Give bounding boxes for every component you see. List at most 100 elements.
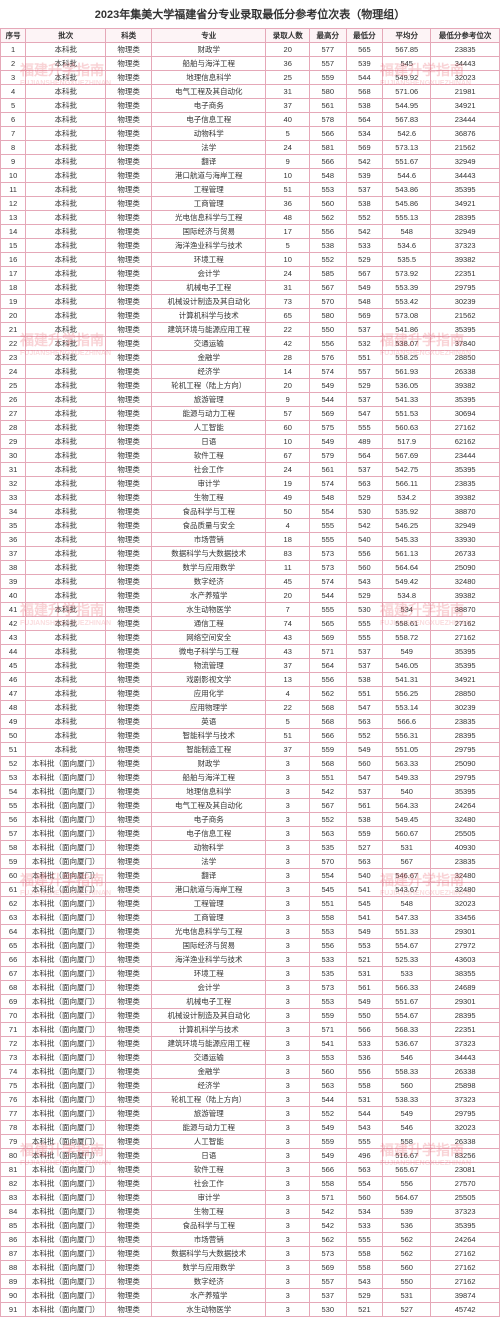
admission-table: 序号批次科类专业录取人数最高分最低分平均分最低分参考位次 1本科批物理类财政学2… (0, 28, 500, 1317)
cell: 23444 (431, 113, 500, 127)
cell: 36 (1, 533, 26, 547)
cell: 37 (266, 659, 309, 673)
cell: 22351 (431, 267, 500, 281)
cell: 会计学 (152, 267, 266, 281)
cell: 556 (309, 939, 346, 953)
cell: 水产养殖学 (152, 589, 266, 603)
table-header-row: 序号批次科类专业录取人数最高分最低分平均分最低分参考位次 (1, 29, 500, 43)
cell: 本科批 (26, 183, 106, 197)
cell: 本科批（面向厦门） (26, 1051, 106, 1065)
cell: 35395 (431, 1219, 500, 1233)
cell: 3 (266, 911, 309, 925)
cell: 546.05 (383, 659, 431, 673)
cell: 社会工作 (152, 1177, 266, 1191)
cell: 旅游管理 (152, 393, 266, 407)
cell: 3 (266, 1205, 309, 1219)
cell: 19 (1, 295, 26, 309)
cell: 物理类 (106, 253, 152, 267)
cell: 556 (346, 547, 383, 561)
cell: 物理类 (106, 561, 152, 575)
table-row: 66本科批（面向厦门）物理类海洋渔业科学与技术3533521525.334360… (1, 953, 500, 967)
cell: 549.92 (383, 71, 431, 85)
table-row: 75本科批（面向厦门）物理类经济学356355856025898 (1, 1079, 500, 1093)
cell: 物理类 (106, 575, 152, 589)
cell: 544 (309, 393, 346, 407)
cell: 580 (309, 309, 346, 323)
cell: 28850 (431, 351, 500, 365)
cell: 9 (1, 155, 26, 169)
table-row: 46本科批物理类戏剧影视文学13556538541.3134921 (1, 673, 500, 687)
cell: 财政学 (152, 757, 266, 771)
cell: 87 (1, 1247, 26, 1261)
cell: 530 (309, 1303, 346, 1317)
cell: 548 (383, 897, 431, 911)
cell: 微电子科学与工程 (152, 645, 266, 659)
cell: 36 (266, 197, 309, 211)
cell: 物理类 (106, 1219, 152, 1233)
cell: 556 (309, 225, 346, 239)
cell: 海洋渔业科学与技术 (152, 953, 266, 967)
cell: 64 (1, 925, 26, 939)
cell: 本科批 (26, 421, 106, 435)
cell: 28 (1, 421, 26, 435)
cell: 5 (266, 715, 309, 729)
cell: 567.69 (383, 449, 431, 463)
cell: 51 (1, 743, 26, 757)
cell: 水产养殖学 (152, 1289, 266, 1303)
cell: 56 (1, 813, 26, 827)
cell: 本科批 (26, 197, 106, 211)
page-title: 2023年集美大学福建省分专业录取最低分参考位次表（物理组） (0, 0, 500, 28)
cell: 564.67 (383, 1191, 431, 1205)
table-row: 20本科批物理类计算机科学与技术65580569573.0821562 (1, 309, 500, 323)
cell: 22 (266, 323, 309, 337)
cell: 本科批（面向厦门） (26, 1275, 106, 1289)
cell: 21981 (431, 85, 500, 99)
cell: 34921 (431, 673, 500, 687)
cell: 本科批（面向厦门） (26, 1261, 106, 1275)
cell: 水生动物医学 (152, 603, 266, 617)
cell: 24689 (431, 981, 500, 995)
cell: 536 (383, 1219, 431, 1233)
cell: 3 (266, 1065, 309, 1079)
cell: 563 (309, 1079, 346, 1093)
cell: 35395 (431, 323, 500, 337)
cell: 物理类 (106, 127, 152, 141)
cell: 559 (309, 743, 346, 757)
cell: 40 (1, 589, 26, 603)
cell: 物理类 (106, 939, 152, 953)
cell: 物理类 (106, 1079, 152, 1093)
cell: 物理类 (106, 1093, 152, 1107)
cell: 542.6 (383, 127, 431, 141)
cell: 本科批（面向厦门） (26, 1023, 106, 1037)
cell: 食品科学与工程 (152, 1219, 266, 1233)
cell: 521 (346, 1303, 383, 1317)
cell: 3 (266, 813, 309, 827)
cell: 20 (266, 379, 309, 393)
cell: 571 (309, 1191, 346, 1205)
table-row: 41本科批物理类水生动物医学755553053438870 (1, 603, 500, 617)
cell: 物理类 (106, 463, 152, 477)
cell: 556.31 (383, 729, 431, 743)
cell: 25 (1, 379, 26, 393)
table-row: 74本科批（面向厦门）物理类金融学3560556558.3326338 (1, 1065, 500, 1079)
cell: 549 (346, 743, 383, 757)
cell: 本科批（面向厦门） (26, 911, 106, 925)
cell: 52 (1, 757, 26, 771)
cell: 554.67 (383, 1009, 431, 1023)
cell: 542.75 (383, 463, 431, 477)
cell: 物理类 (106, 449, 152, 463)
cell: 534.2 (383, 491, 431, 505)
cell: 3 (266, 1233, 309, 1247)
table-row: 87本科批（面向厦门）物理类数据科学与大数据技术357355856227162 (1, 1247, 500, 1261)
cell: 63 (1, 911, 26, 925)
cell: 旅游管理 (152, 1107, 266, 1121)
cell: 549 (383, 1107, 431, 1121)
table-row: 7本科批物理类动物科学5566534542.636876 (1, 127, 500, 141)
table-row: 52本科批（面向厦门）物理类财政学3568560563.3325090 (1, 757, 500, 771)
cell: 本科批（面向厦门） (26, 1205, 106, 1219)
cell: 543 (346, 1275, 383, 1289)
cell: 30 (1, 449, 26, 463)
table-row: 44本科批物理类微电子科学与工程4357153754935395 (1, 645, 500, 659)
cell: 本科批（面向厦门） (26, 841, 106, 855)
cell: 533 (346, 1219, 383, 1233)
